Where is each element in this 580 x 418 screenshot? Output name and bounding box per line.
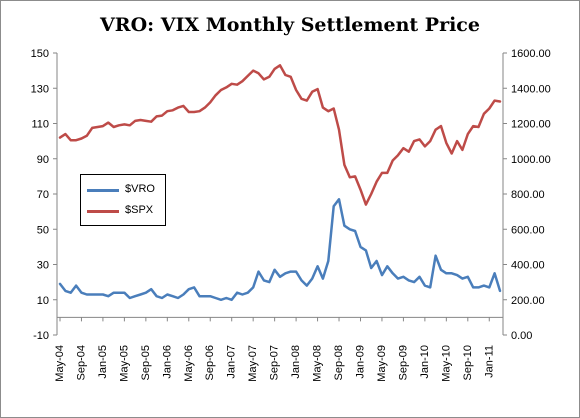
series-lines xyxy=(58,64,502,302)
x-tick-label: May-06 xyxy=(183,345,195,382)
x-tick-label: Sep-04 xyxy=(75,345,87,380)
chart-title: VRO: VIX Monthly Settlement Price xyxy=(100,14,480,36)
left-tick-label: 90 xyxy=(37,154,49,166)
x-tick-label: Sep-08 xyxy=(333,345,345,380)
left-tick-label: -10 xyxy=(33,330,49,342)
series-line-vro xyxy=(58,198,502,302)
left-tick-label: 10 xyxy=(37,295,49,307)
x-tick-label: Jan-09 xyxy=(354,345,366,379)
legend: $VRO $SPX xyxy=(80,174,166,226)
left-tick-label: 110 xyxy=(31,119,49,131)
right-tick-label: 1600.00 xyxy=(511,48,551,60)
right-tick-label: 1000.00 xyxy=(511,154,551,166)
x-tick-label: May-05 xyxy=(118,345,130,382)
x-tick-label: Sep-05 xyxy=(140,345,152,380)
series-line-spx xyxy=(58,64,502,206)
x-tick-label: Jan-06 xyxy=(161,345,173,379)
legend-swatch-spx xyxy=(87,210,119,213)
left-tick-label: 30 xyxy=(37,260,49,272)
right-tick-label: 800.00 xyxy=(511,189,545,201)
x-tick-label: May-04 xyxy=(54,345,66,382)
right-tick-label: 400.00 xyxy=(511,260,545,272)
tick-labels: -10 10 30 50 70 90 110 130 150 0.00 200.00 400.00 60… xyxy=(31,48,551,382)
left-tick-label: 50 xyxy=(37,224,49,236)
right-tick-label: 1400.00 xyxy=(511,83,551,95)
right-tick-label: 0.00 xyxy=(511,330,532,342)
x-tick-label: Jan-07 xyxy=(226,345,238,379)
x-tick-label: Sep-10 xyxy=(462,345,474,380)
x-tick-label: May-10 xyxy=(440,345,452,382)
x-tick-label: May-09 xyxy=(376,345,388,382)
axes xyxy=(53,52,507,336)
x-tick-label: Sep-09 xyxy=(397,345,409,380)
right-tick-label: 200.00 xyxy=(511,295,545,307)
right-tick-label: 600.00 xyxy=(511,224,545,236)
x-tick-label: Sep-06 xyxy=(204,345,216,380)
legend-label-vro: $VRO xyxy=(125,183,155,195)
left-tick-label: 150 xyxy=(31,48,49,60)
x-tick-label: Jan-10 xyxy=(419,345,431,379)
right-tick-label: 1200.00 xyxy=(511,119,551,131)
x-tick-label: Jan-11 xyxy=(483,345,495,378)
x-tick-label: May-07 xyxy=(247,345,259,382)
x-tick-label: May-08 xyxy=(312,345,324,382)
left-tick-label: 130 xyxy=(31,83,49,95)
legend-swatch-vro xyxy=(87,189,119,192)
x-tick-label: Jan-08 xyxy=(290,345,302,379)
left-tick-label: 70 xyxy=(37,189,49,201)
legend-label-spx: $SPX xyxy=(125,204,154,216)
x-tick-label: Sep-07 xyxy=(269,345,281,380)
x-tick-label: Jan-05 xyxy=(97,345,109,379)
